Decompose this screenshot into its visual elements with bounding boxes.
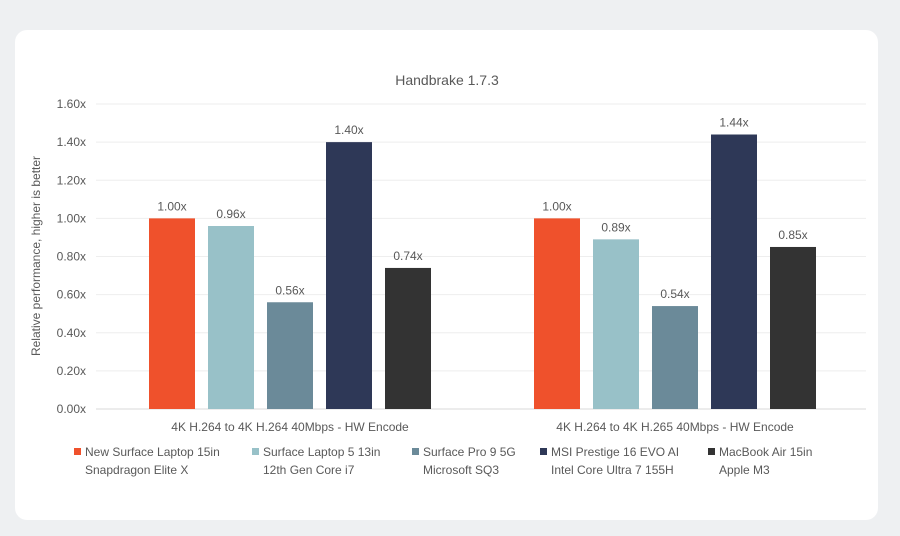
bar xyxy=(711,134,757,409)
data-label: 0.74x xyxy=(393,249,422,263)
y-tick-label: 0.40x xyxy=(57,326,86,340)
legend-sublabel: Apple M3 xyxy=(719,463,770,477)
legend-sublabel: Intel Core Ultra 7 155H xyxy=(551,463,674,477)
bar xyxy=(652,306,698,409)
bar xyxy=(149,218,195,409)
y-tick-label: 0.80x xyxy=(57,250,86,264)
data-label: 1.44x xyxy=(719,116,748,130)
bar xyxy=(208,226,254,409)
legend-swatch xyxy=(540,448,547,455)
legend-swatch xyxy=(252,448,259,455)
legend-label: MacBook Air 15in xyxy=(719,445,812,459)
legend-label: New Surface Laptop 15in xyxy=(85,445,220,459)
data-label: 0.89x xyxy=(601,220,630,234)
legend-item: MSI Prestige 16 EVO AI Intel Core Ultra 7… xyxy=(540,445,679,477)
legend-swatch xyxy=(708,448,715,455)
legend-item: MacBook Air 15in Apple M3 xyxy=(708,445,812,477)
data-label: 0.54x xyxy=(660,287,689,301)
y-tick-label: 0.60x xyxy=(57,288,86,302)
y-tick-label: 0.20x xyxy=(57,364,86,378)
bar xyxy=(534,218,580,409)
bar xyxy=(326,142,372,409)
legend-item: Surface Pro 9 5G Microsoft SQ3 xyxy=(412,445,516,477)
bar xyxy=(770,246,816,409)
chart-title: Handbrake 1.7.3 xyxy=(395,72,499,88)
legend-label: Surface Laptop 5 13in xyxy=(263,445,380,459)
legend-sublabel: Snapdragon Elite X xyxy=(85,463,188,477)
x-category-label: 4K H.264 to 4K H.264 40Mbps - HW Encode xyxy=(171,420,409,434)
y-axis-label: Relative performance, higher is better xyxy=(29,156,43,356)
legend-item: New Surface Laptop 15in Snapdragon Elite … xyxy=(74,445,220,477)
legend-label: Surface Pro 9 5G xyxy=(423,445,516,459)
data-label: 1.40x xyxy=(334,123,363,137)
y-tick-label: 0.00x xyxy=(57,402,86,416)
legend-sublabel: Microsoft SQ3 xyxy=(423,463,499,477)
data-label: 1.00x xyxy=(542,199,571,213)
y-tick-label: 1.20x xyxy=(57,173,86,187)
data-label: 1.00x xyxy=(157,199,186,213)
data-label: 0.56x xyxy=(275,283,304,297)
bar xyxy=(267,302,313,409)
y-tick-label: 1.00x xyxy=(57,211,86,225)
legend-label: MSI Prestige 16 EVO AI xyxy=(551,445,679,459)
bar xyxy=(385,267,431,409)
data-label: 0.85x xyxy=(778,228,807,242)
y-tick-label: 1.40x xyxy=(57,135,86,149)
data-label: 0.96x xyxy=(216,207,245,221)
legend-item: Surface Laptop 5 13in 12th Gen Core i7 xyxy=(252,445,380,477)
legend-swatch xyxy=(412,448,419,455)
legend-sublabel: 12th Gen Core i7 xyxy=(263,463,355,477)
y-tick-label: 1.60x xyxy=(57,97,86,111)
legend-swatch xyxy=(74,448,81,455)
x-category-label: 4K H.264 to 4K H.265 40Mbps - HW Encode xyxy=(556,420,794,434)
bar xyxy=(593,239,639,409)
